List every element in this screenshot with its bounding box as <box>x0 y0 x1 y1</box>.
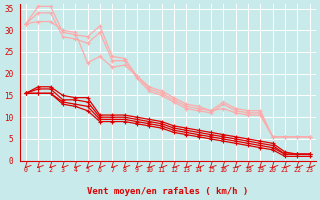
X-axis label: Vent moyen/en rafales ( km/h ): Vent moyen/en rafales ( km/h ) <box>87 187 248 196</box>
